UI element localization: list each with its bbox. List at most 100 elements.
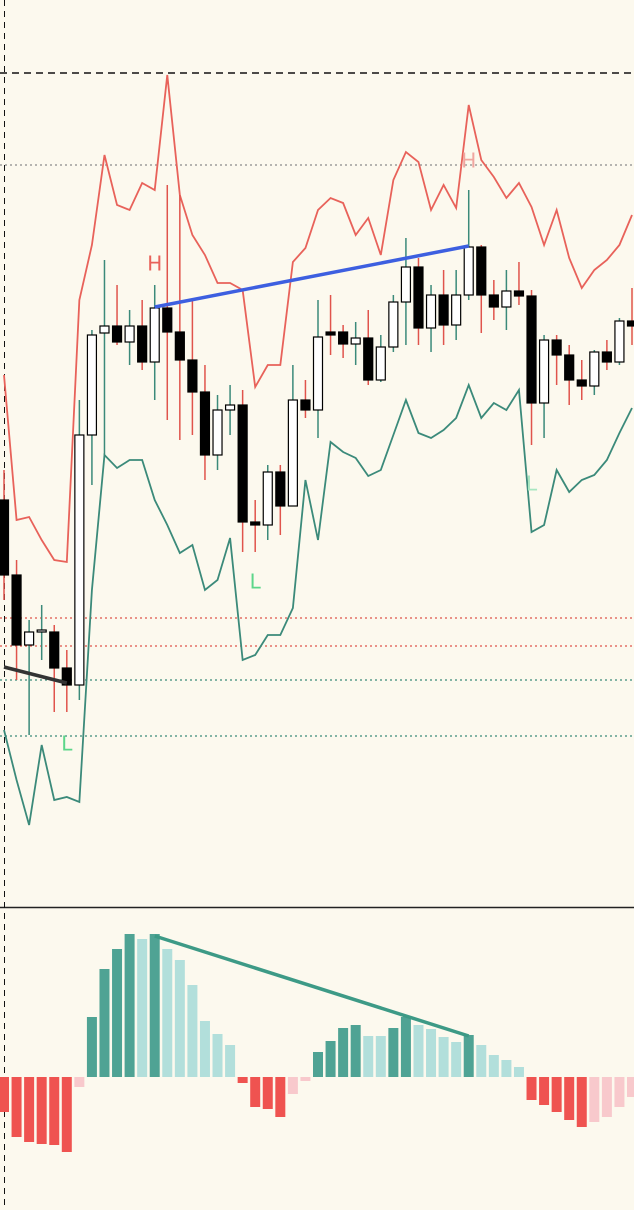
pivot-label: L (526, 472, 538, 496)
candle-body (476, 246, 487, 296)
candle-body (325, 331, 336, 336)
histogram-bar (513, 1067, 524, 1077)
histogram-bar (86, 1017, 97, 1077)
pivot-label: H (147, 252, 162, 276)
histogram-bar (576, 1077, 587, 1127)
candle-body (526, 295, 537, 404)
histogram-bar (124, 934, 135, 1077)
histogram-bar (225, 1045, 236, 1077)
histogram-bar (375, 1036, 386, 1077)
histogram-bar (551, 1077, 562, 1112)
candle-body (224, 404, 236, 411)
candle-body (24, 631, 35, 646)
histogram-bar (388, 1028, 399, 1077)
trend-line (3, 665, 68, 685)
candle-body (99, 325, 110, 334)
candle-body (388, 301, 399, 348)
candle-body (425, 294, 437, 329)
histogram-bar (300, 1077, 311, 1081)
candle-body (538, 339, 550, 404)
candle-body (124, 325, 135, 343)
candle-body (11, 574, 22, 646)
histogram-bar (313, 1052, 323, 1077)
histogram-bar (174, 960, 185, 1077)
histogram-bar (463, 1035, 474, 1077)
candle-body (262, 471, 273, 526)
candle-body (312, 336, 324, 411)
histogram-bar (601, 1077, 612, 1117)
histogram-bar (36, 1077, 47, 1144)
candle-body (287, 399, 298, 507)
candle-body (626, 320, 634, 327)
band-line (3, 74, 633, 564)
candle-body (187, 359, 198, 393)
pivot-label: H (461, 149, 476, 173)
band-line (3, 382, 633, 826)
candle-body (576, 379, 587, 387)
candle-body (237, 404, 248, 523)
histogram-bar (350, 1025, 361, 1077)
histogram-bar (0, 1077, 9, 1112)
histogram-bar (338, 1028, 349, 1077)
histogram-bar (99, 969, 110, 1077)
pivot-label: L (61, 732, 73, 756)
candle-body (513, 290, 525, 297)
histogram-bar (564, 1077, 575, 1120)
histogram-bar (61, 1077, 72, 1152)
candle-body (149, 307, 160, 363)
candle-body (0, 499, 10, 576)
histogram-bar (363, 1036, 374, 1077)
candle-body (463, 246, 474, 296)
candle-body (338, 331, 349, 345)
histogram-bar (488, 1055, 499, 1077)
candle-body (174, 331, 185, 361)
candle-body (375, 346, 386, 381)
candle-body (199, 391, 211, 456)
histogram-bar (501, 1060, 512, 1077)
histogram-bar (237, 1077, 248, 1083)
candle-body (162, 307, 173, 333)
histogram-bar (112, 949, 123, 1077)
histogram-bar (187, 985, 198, 1077)
histogram-bar (11, 1077, 22, 1137)
histogram-bar (325, 1041, 336, 1077)
candle-body (564, 354, 575, 381)
histogram-bar (476, 1045, 487, 1077)
candle-body (589, 351, 600, 387)
histogram-bar (162, 949, 173, 1077)
histogram-bar (74, 1077, 85, 1087)
candle-body (74, 434, 85, 686)
candle-body (275, 471, 286, 507)
candle-body (212, 409, 223, 456)
histogram-bar (526, 1077, 537, 1100)
trend-line (154, 934, 470, 1038)
histogram-bar (149, 934, 160, 1077)
candle-body (601, 351, 612, 363)
histogram-bar (212, 1034, 223, 1077)
histogram-bar (589, 1077, 600, 1122)
histogram-bar (400, 1017, 411, 1077)
candle-body (137, 325, 148, 363)
candle-body (49, 631, 60, 669)
candle-body (614, 320, 625, 363)
candle-body (300, 399, 311, 411)
histogram-bar (24, 1077, 35, 1142)
histogram-bar (287, 1077, 298, 1094)
candle-body (501, 290, 512, 308)
candle-body (111, 325, 123, 343)
candle-body (400, 266, 412, 303)
candle-body (363, 337, 374, 381)
candle-body (438, 294, 449, 326)
histogram-bar (627, 1077, 634, 1097)
histogram-bar (199, 1021, 210, 1077)
pivot-label: L (250, 570, 262, 594)
histogram-bar (451, 1042, 462, 1077)
histogram-bar (539, 1077, 550, 1105)
candle-body (61, 667, 72, 686)
candle-body (250, 521, 261, 526)
candle-body (451, 294, 462, 326)
histogram-bar (137, 939, 148, 1077)
histogram-bar (250, 1077, 261, 1107)
histogram-bar (49, 1077, 60, 1145)
histogram-bar (438, 1037, 449, 1077)
